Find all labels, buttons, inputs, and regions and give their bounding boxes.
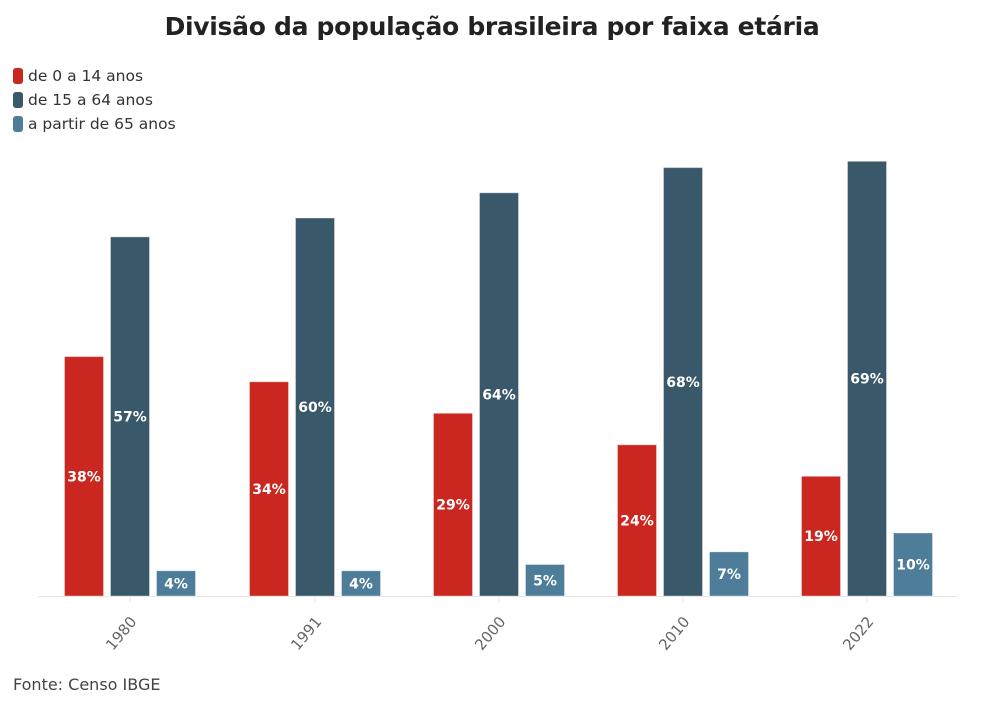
- bar-1991-series-0: [249, 381, 289, 597]
- bar-2000-series-1: [479, 192, 519, 597]
- bar-2022-series-1: [847, 160, 887, 597]
- data-label: 19%: [804, 529, 838, 545]
- data-label: 7%: [717, 567, 741, 583]
- legend-item-65-plus: a partir de 65 anos: [13, 112, 176, 136]
- data-label: 60%: [298, 400, 332, 416]
- x-tick-label: 2000: [471, 613, 509, 654]
- data-label: 69%: [850, 372, 884, 388]
- bar-2010-series-0: [617, 444, 657, 597]
- bar-1991-series-1: [295, 217, 335, 597]
- legend-label-15-64: de 15 a 64 anos: [28, 91, 153, 109]
- data-label: 10%: [896, 558, 930, 574]
- data-label: 24%: [620, 513, 654, 529]
- legend-swatch-65-plus: [13, 116, 23, 132]
- data-label: 68%: [666, 375, 700, 391]
- data-label: 4%: [349, 576, 373, 592]
- chart-title: Divisão da população brasileira por faix…: [164, 12, 820, 41]
- legend-swatch-15-64: [13, 92, 23, 108]
- data-label: 29%: [436, 498, 470, 514]
- x-tick-label: 1980: [102, 613, 140, 654]
- data-label: 4%: [164, 576, 188, 592]
- data-label: 34%: [252, 482, 286, 498]
- bar-1980-series-0: [64, 356, 104, 597]
- bar-2010-series-2: [709, 551, 749, 597]
- bar-2022-series-0: [801, 475, 841, 597]
- legend-item-0-14: de 0 a 14 anos: [13, 64, 176, 88]
- bar-2022-series-2: [893, 532, 933, 597]
- data-label: 64%: [482, 387, 516, 403]
- x-tick-label: 1991: [287, 613, 325, 654]
- legend-item-15-64: de 15 a 64 anos: [13, 88, 176, 112]
- source-note: Fonte: Censo IBGE: [13, 675, 161, 694]
- legend-swatch-0-14: [13, 68, 23, 84]
- data-label: 5%: [533, 573, 557, 589]
- bar-2000-series-2: [525, 564, 565, 597]
- bar-1980-series-1: [110, 236, 150, 597]
- x-tick-label: 2022: [839, 613, 877, 654]
- x-tick-label: 2010: [655, 613, 693, 654]
- bar-2000-series-0: [433, 412, 473, 597]
- bar-2010-series-1: [663, 167, 703, 597]
- legend-label-0-14: de 0 a 14 anos: [28, 67, 144, 85]
- legend: de 0 a 14 anos de 15 a 64 anos a partir …: [13, 64, 176, 136]
- bar-1980-series-2: [156, 570, 196, 597]
- legend-label-65-plus: a partir de 65 anos: [28, 115, 176, 133]
- data-label: 57%: [113, 409, 147, 425]
- data-label: 38%: [67, 469, 101, 485]
- bar-1991-series-2: [341, 570, 381, 597]
